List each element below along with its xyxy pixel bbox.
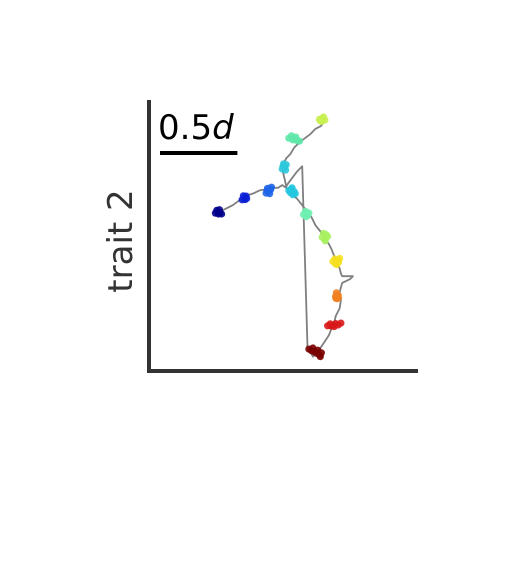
data-point [327, 322, 335, 330]
data-point [314, 346, 322, 354]
data-point [241, 196, 249, 204]
point-cluster-1 [211, 206, 226, 218]
point-cluster-5 [278, 160, 290, 174]
point-cluster-11 [332, 289, 343, 303]
data-point [279, 162, 287, 170]
data-point [288, 184, 296, 192]
point-cluster-9 [315, 113, 329, 125]
data-point [214, 210, 222, 218]
data-point [332, 294, 340, 302]
trajectory-line [218, 117, 354, 358]
data-point [302, 209, 311, 218]
scale-bar-symbol: d [212, 108, 234, 148]
scale-bar-number: 0.5 [158, 108, 212, 148]
data-point [289, 136, 297, 144]
data-point [322, 231, 330, 239]
point-cluster-10 [329, 254, 344, 268]
point-cluster-6 [285, 132, 304, 145]
data-point [334, 258, 343, 266]
point-cluster-2 [238, 192, 251, 204]
plot-area [211, 113, 354, 361]
scale-bar-label: 0.5d [158, 108, 234, 148]
point-cluster-13 [305, 344, 325, 361]
point-cluster-8 [318, 229, 332, 245]
data-point [337, 319, 345, 327]
point-cluster-3 [262, 183, 276, 198]
scale-bar: 0.5d [158, 108, 238, 155]
point-cluster-7 [299, 207, 313, 221]
y-axis-label: trait 2 [101, 189, 141, 292]
data-point [318, 117, 326, 125]
data-point [291, 190, 299, 198]
point-cluster-12 [324, 319, 345, 331]
data-point [263, 186, 271, 194]
data-point [321, 237, 329, 245]
data-point [316, 353, 324, 361]
point-cluster-4 [285, 184, 299, 199]
